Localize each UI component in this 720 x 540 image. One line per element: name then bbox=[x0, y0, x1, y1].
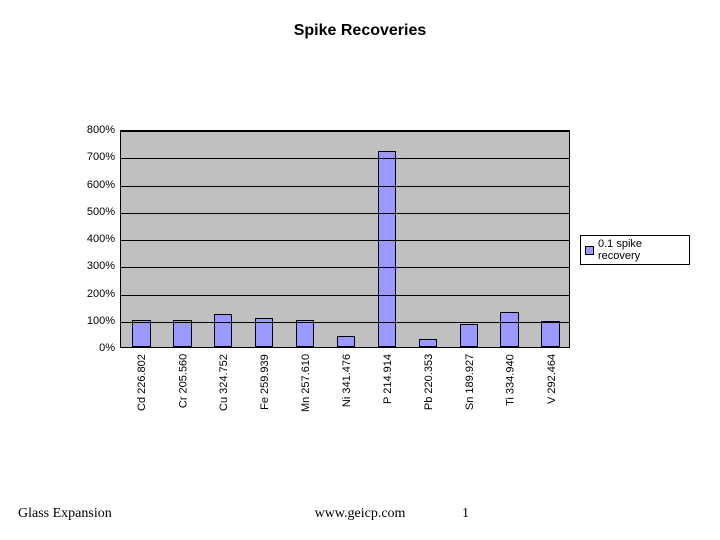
y-axis-label: 700% bbox=[87, 151, 115, 163]
legend-label: 0.1 spike recovery bbox=[598, 238, 685, 262]
legend-swatch bbox=[585, 246, 594, 255]
gridline bbox=[121, 131, 569, 132]
bar bbox=[460, 324, 478, 347]
gridline bbox=[121, 158, 569, 159]
gridline bbox=[121, 295, 569, 296]
slide-root: Spike Recoveries 0.1 spike recovery 0%10… bbox=[0, 0, 720, 540]
gridline bbox=[121, 322, 569, 323]
y-axis-label: 300% bbox=[87, 260, 115, 272]
footer-page: 1 bbox=[462, 506, 469, 522]
y-axis-label: 100% bbox=[87, 315, 115, 327]
bar bbox=[296, 320, 314, 347]
y-axis-label: 600% bbox=[87, 179, 115, 191]
y-axis-label: 500% bbox=[87, 206, 115, 218]
bar bbox=[214, 314, 232, 347]
y-axis-label: 800% bbox=[87, 124, 115, 136]
bar bbox=[132, 320, 150, 347]
bar bbox=[541, 321, 559, 347]
bar bbox=[500, 312, 518, 347]
plot-area bbox=[120, 130, 570, 348]
legend: 0.1 spike recovery bbox=[580, 235, 690, 265]
y-axis-label: 200% bbox=[87, 288, 115, 300]
spike-recoveries-chart: 0.1 spike recovery 0% 100% 200% 300% 400% 500… bbox=[60, 130, 690, 400]
gridline bbox=[121, 240, 569, 241]
gridline bbox=[121, 267, 569, 268]
bar bbox=[378, 151, 396, 347]
bar bbox=[337, 336, 355, 347]
bar bbox=[419, 339, 437, 347]
footer: Glass Expansion www.geicp.com 1 bbox=[0, 506, 720, 526]
y-axis-label: 0% bbox=[99, 342, 115, 354]
bar bbox=[173, 320, 191, 347]
y-axis-label: 400% bbox=[87, 233, 115, 245]
gridline bbox=[121, 213, 569, 214]
gridline bbox=[121, 186, 569, 187]
footer-center: www.geicp.com bbox=[0, 506, 720, 522]
bars-container bbox=[121, 131, 569, 347]
chart-title: Spike Recoveries bbox=[0, 22, 720, 40]
